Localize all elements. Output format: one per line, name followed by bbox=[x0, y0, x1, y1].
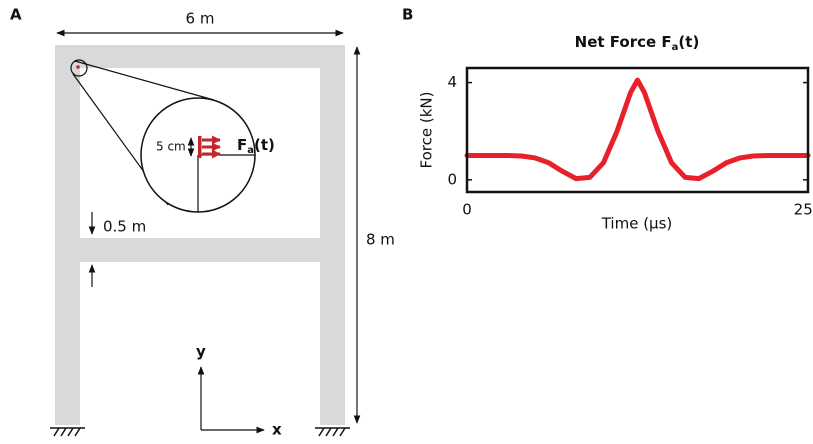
panel-label: B bbox=[402, 6, 413, 24]
y-tick-label: 0 bbox=[447, 170, 457, 188]
x-tick-label: 0 bbox=[462, 201, 472, 219]
beam-label: 0.5 m bbox=[103, 218, 146, 236]
height-label: 8 m bbox=[366, 231, 395, 249]
x-tick-label: 250 bbox=[794, 201, 813, 219]
force-label: Fa(t) bbox=[237, 136, 275, 157]
y-axis-label: y bbox=[196, 343, 206, 361]
inset-size-label: 5 cm bbox=[156, 140, 186, 154]
plot-frame bbox=[465, 66, 810, 194]
y-tick-label: 4 bbox=[447, 73, 457, 91]
width-label: 6 m bbox=[186, 10, 215, 28]
x-axis-title: Time (µs) bbox=[601, 215, 673, 233]
line-series bbox=[464, 77, 811, 182]
x-axis-label: x bbox=[272, 421, 282, 439]
chart-title: Net Force Fa(t) bbox=[575, 33, 700, 54]
frame bbox=[55, 45, 345, 425]
inset bbox=[70, 59, 256, 213]
panel-label: A bbox=[10, 6, 22, 24]
y-axis-title: Force (kN) bbox=[418, 92, 436, 169]
supports bbox=[50, 427, 350, 437]
